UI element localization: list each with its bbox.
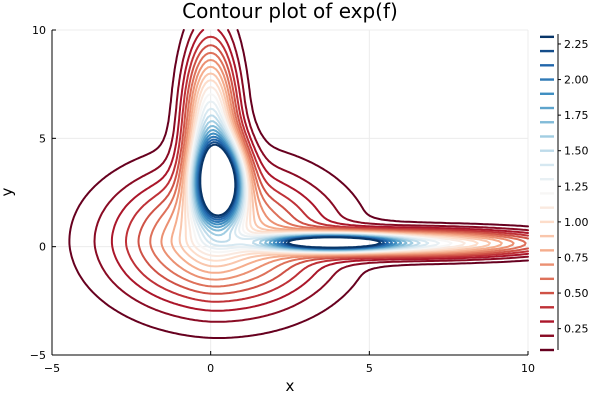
x-tick-label: 10: [521, 362, 535, 375]
x-tick-label: 5: [366, 362, 373, 375]
x-tick-label: −5: [44, 362, 60, 375]
x-tick-label: 0: [207, 362, 214, 375]
grid-lines: [52, 29, 529, 355]
contour-line: [137, 44, 529, 295]
contour-line: [93, 29, 529, 323]
colorbar-tick-label: 1.25: [564, 180, 589, 193]
colorbar: 0.25 0.50 0.75 1.00 1.25 1.50 1.75 2.00 2.25: [540, 34, 589, 352]
colorbar-tick-label: 0.25: [564, 323, 589, 336]
x-axis-ticks: −5 0 5 10: [44, 351, 535, 375]
plot-frame: [52, 30, 528, 355]
colorbar-tick-label: 1.75: [564, 109, 589, 122]
colorbar-tick-label: 0.75: [564, 251, 589, 264]
x-axis-label: x: [286, 377, 295, 395]
contour-line: [110, 29, 529, 312]
y-tick-label: −5: [30, 349, 46, 362]
colorbar-tick-label: 2.25: [564, 38, 589, 51]
contour-line: [68, 29, 529, 339]
colorbar-tick-label: 2.00: [564, 74, 589, 87]
contour-line: [199, 143, 382, 249]
colorbar-tick-label: 1.50: [564, 145, 589, 158]
y-axis-label: y: [0, 187, 16, 196]
chart-title: Contour plot of exp(f): [182, 0, 398, 23]
y-tick-label: 0: [39, 241, 46, 254]
contour-line: [125, 35, 529, 303]
colorbar-tick-label: 1.00: [564, 216, 589, 229]
y-tick-label: 5: [39, 132, 46, 145]
y-axis-ticks: −5 0 5 10: [30, 24, 56, 362]
contour-lines: [68, 29, 529, 339]
colorbar-tick-label: 0.50: [564, 287, 589, 300]
y-tick-label: 10: [32, 24, 46, 37]
